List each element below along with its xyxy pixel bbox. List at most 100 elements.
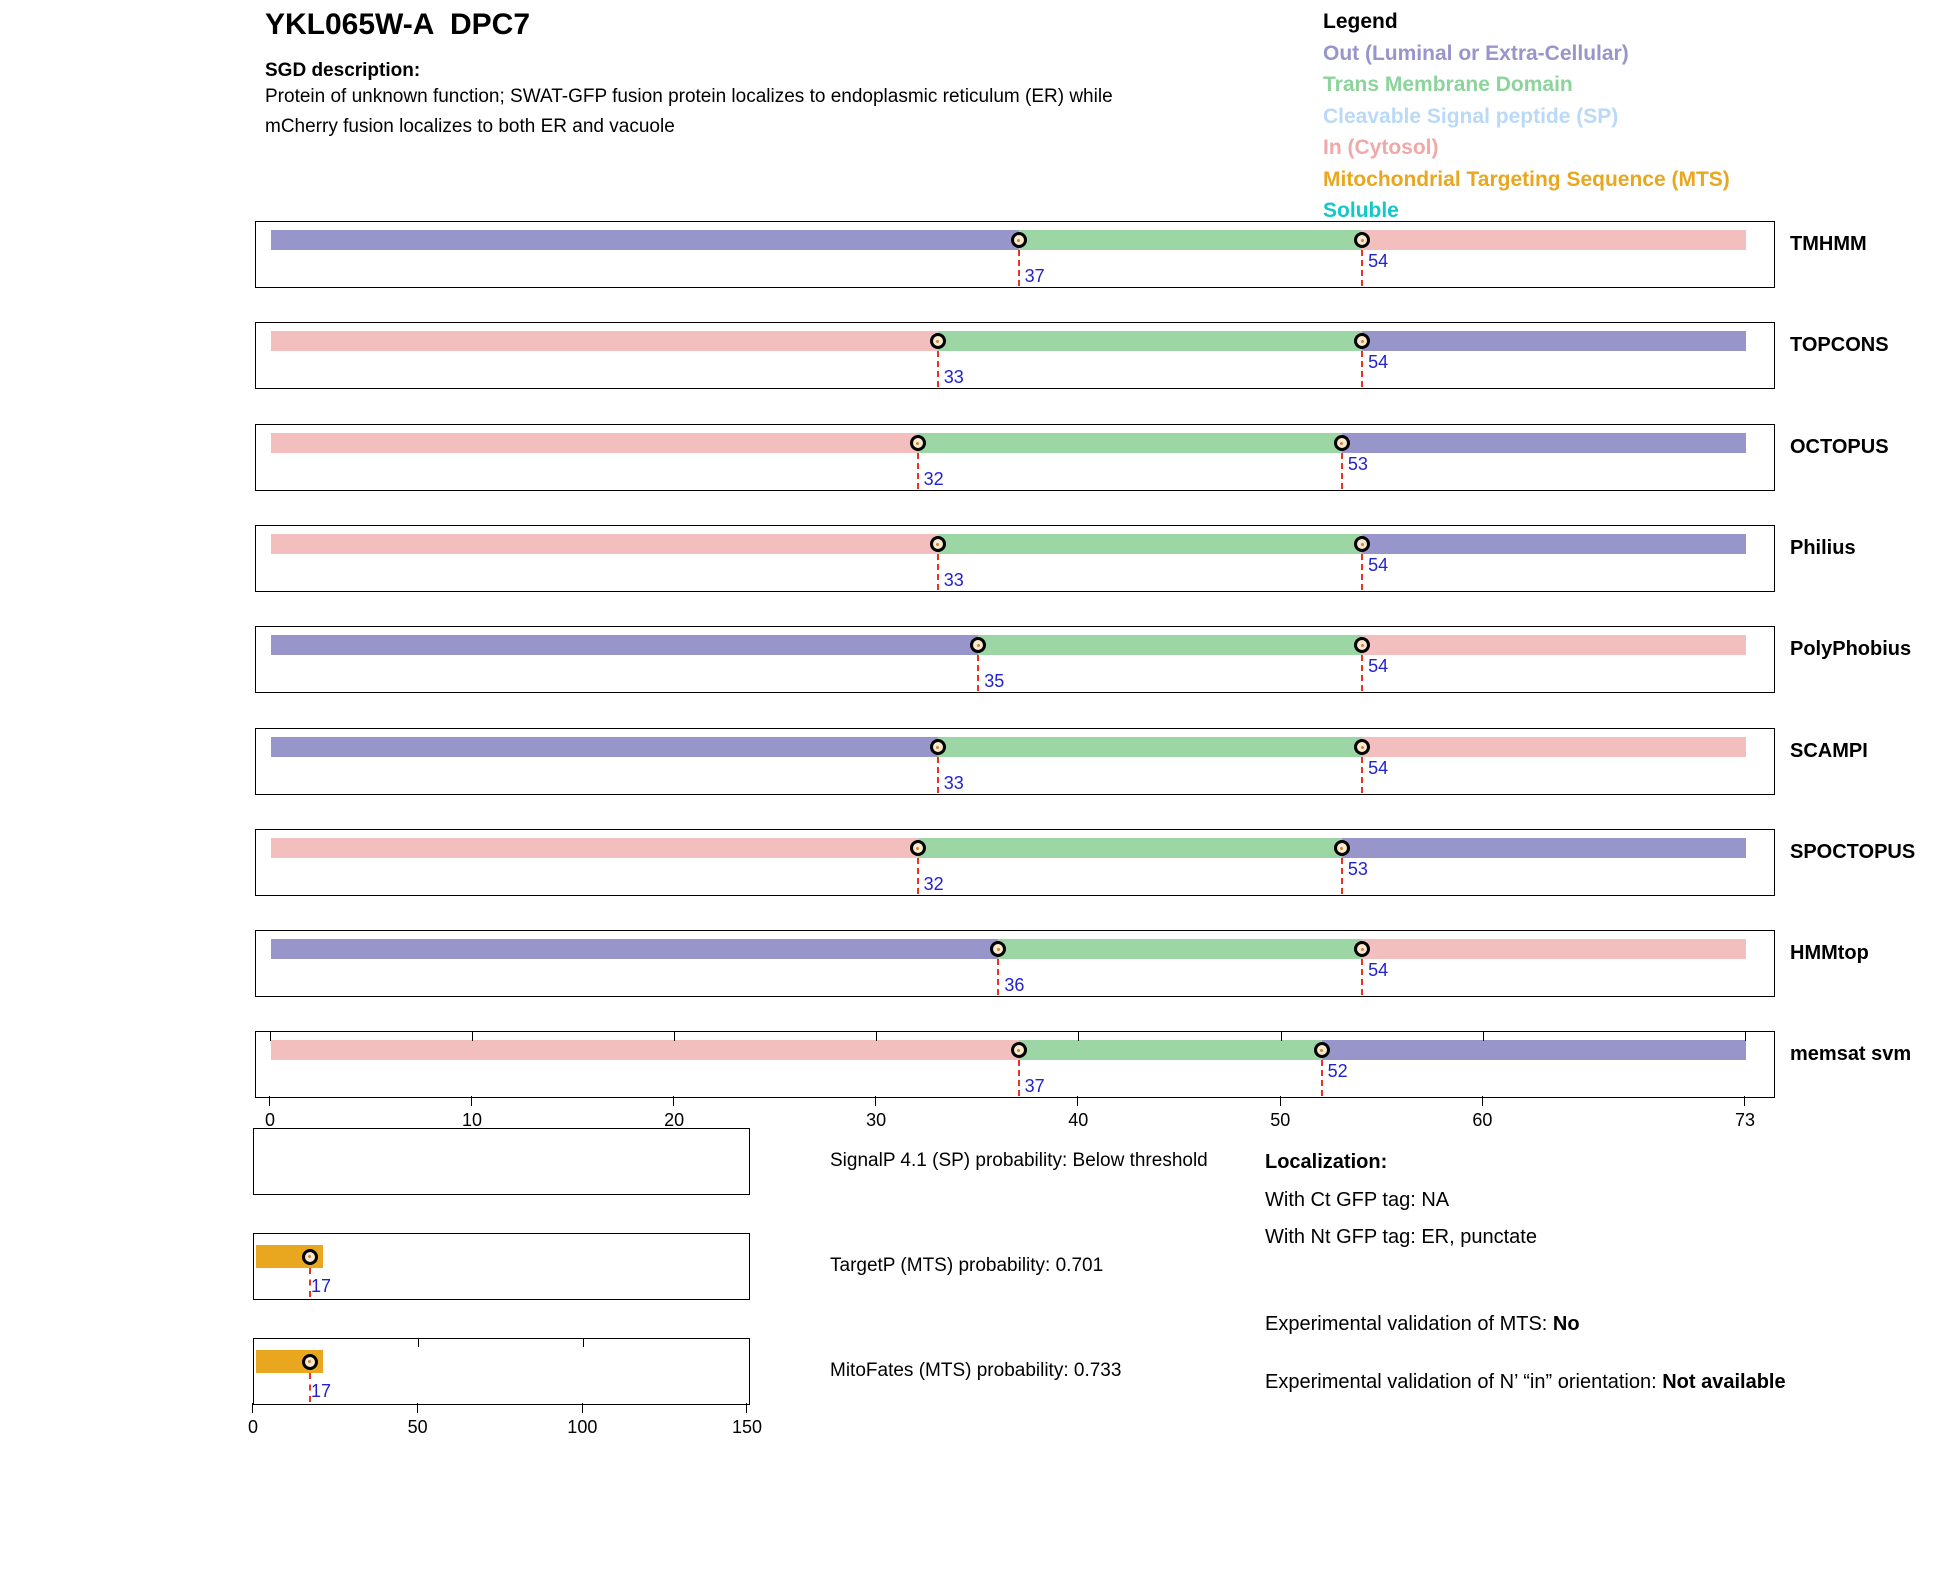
boundary-marker bbox=[990, 941, 1007, 957]
segment-in bbox=[1362, 737, 1746, 757]
track-box-topcons: 33 54 bbox=[255, 322, 1775, 389]
prob-box-2: 17 bbox=[253, 1338, 750, 1405]
segment-in bbox=[1362, 635, 1746, 655]
legend-item-soluble: Soluble bbox=[1323, 199, 1399, 222]
boundary-tick bbox=[876, 1032, 878, 1041]
boundary-marker bbox=[1354, 637, 1371, 653]
segment-out bbox=[271, 939, 999, 959]
axis-tick bbox=[1077, 1096, 1079, 1106]
boundary-marker bbox=[970, 637, 987, 653]
boundary-label: 53 bbox=[1347, 454, 1368, 474]
segment-out bbox=[271, 737, 938, 757]
boundary-label: 37 bbox=[1024, 1076, 1045, 1096]
track-name-memsat-svm: memsat svm bbox=[1790, 1043, 1912, 1065]
segment-tm bbox=[937, 331, 1363, 351]
boundary-label: 54 bbox=[1368, 656, 1389, 676]
legend-item-mts: Mitochondrial Targeting Sequence (MTS) bbox=[1323, 167, 1730, 191]
segment-in bbox=[271, 534, 938, 554]
axis-tick-label: 50 bbox=[1270, 1110, 1291, 1130]
legend-item-tm: Trans Membrane Domain bbox=[1323, 73, 1573, 96]
boundary-dash-line bbox=[936, 757, 939, 793]
segment-out bbox=[271, 635, 979, 655]
boundary-marker bbox=[929, 333, 946, 349]
boundary-marker bbox=[1333, 435, 1350, 451]
boundary-marker bbox=[1010, 1042, 1027, 1058]
axis-tick-label: 60 bbox=[1472, 1110, 1493, 1130]
boundary-label: 37 bbox=[1024, 266, 1045, 286]
boundary-label: 54 bbox=[1368, 555, 1389, 575]
track-name-topcons: TOPCONS bbox=[1790, 334, 1889, 356]
boundary-label: 54 bbox=[1368, 352, 1389, 372]
boundary-dash-line bbox=[1361, 351, 1364, 387]
axis-tick-label: 0 bbox=[264, 1110, 276, 1130]
track-box-octopus: 32 53 bbox=[255, 424, 1775, 491]
cleavage-dash-line bbox=[308, 1373, 311, 1402]
track-box-spoctopus: 32 53 bbox=[255, 829, 1775, 896]
track-name-hmmtop: HMMtop bbox=[1790, 942, 1869, 964]
boundary-tick bbox=[1745, 1032, 1747, 1041]
axis-tick bbox=[1279, 1096, 1281, 1106]
boundary-marker bbox=[1354, 941, 1371, 957]
boundary-label: 33 bbox=[943, 773, 964, 793]
prob-axis-tick-label: 0 bbox=[247, 1417, 259, 1437]
page-title: YKL065W-A DPC7 bbox=[265, 8, 531, 41]
boundary-dash-line bbox=[1340, 453, 1343, 489]
legend-title: Legend bbox=[1323, 10, 1398, 33]
orientation-validation-value: Not available bbox=[1662, 1371, 1786, 1393]
boundary-marker bbox=[1313, 1042, 1330, 1058]
boundary-marker bbox=[1333, 840, 1350, 856]
cleavage-dash-line bbox=[308, 1268, 311, 1297]
segment-tm bbox=[937, 534, 1363, 554]
axis-tick-label: 30 bbox=[866, 1110, 887, 1130]
segment-tm bbox=[937, 737, 1363, 757]
track-name-spoctopus: SPOCTOPUS bbox=[1790, 841, 1916, 863]
boundary-dash-line bbox=[1361, 757, 1364, 793]
segment-tm bbox=[978, 635, 1363, 655]
segment-tm bbox=[998, 939, 1363, 959]
track-box-polyphobius: 35 54 bbox=[255, 626, 1775, 693]
track-box-scampi: 33 54 bbox=[255, 728, 1775, 795]
segment-out bbox=[1321, 1040, 1746, 1060]
boundary-dash-line bbox=[916, 453, 919, 489]
axis-tick-label: 20 bbox=[664, 1110, 685, 1130]
boundary-dash-line bbox=[997, 959, 1000, 995]
segment-out bbox=[271, 230, 1019, 250]
track-name-tmhmm: TMHMM bbox=[1790, 233, 1867, 255]
axis-tick bbox=[1481, 1096, 1483, 1106]
legend-item-sp: Cleavable Signal peptide (SP) bbox=[1323, 104, 1619, 128]
boundary-tick bbox=[472, 1032, 474, 1041]
prob-axis-tick-label: 150 bbox=[731, 1417, 763, 1437]
boundary-marker bbox=[1010, 232, 1027, 248]
boundary-label: 54 bbox=[1368, 960, 1389, 980]
legend-item-in: In (Cytosol) bbox=[1323, 136, 1439, 159]
prob-box-1: 17 bbox=[253, 1233, 750, 1300]
localization-ct-gfp: With Ct GFP tag: NA bbox=[1265, 1189, 1450, 1211]
cleavage-marker bbox=[301, 1353, 318, 1370]
track-box-hmmtop: 36 54 bbox=[255, 930, 1775, 997]
sgd-description-label: SGD description: bbox=[265, 60, 421, 81]
boundary-dash-line bbox=[1340, 858, 1343, 894]
mts-validation-prefix: Experimental validation of MTS: bbox=[1265, 1313, 1553, 1335]
boundary-marker bbox=[1354, 333, 1371, 349]
legend-items: Out (Luminal or Extra-Cellular) Trans Mem… bbox=[1323, 38, 1730, 227]
boundary-tick bbox=[1280, 1032, 1282, 1041]
orientation-validation-prefix: Experimental validation of N’ “in” orien… bbox=[1265, 1371, 1663, 1393]
axis-tick-label: 10 bbox=[462, 1110, 483, 1130]
track-name-octopus: OCTOPUS bbox=[1790, 436, 1889, 458]
segment-out bbox=[1362, 331, 1746, 351]
prob-axis-tick-label: 100 bbox=[567, 1417, 598, 1437]
prob-box-0 bbox=[253, 1128, 750, 1195]
legend: Legend Out (Luminal or Extra-Cellular) Tr… bbox=[1323, 6, 1730, 227]
segment-out bbox=[1341, 433, 1746, 453]
boundary-tick bbox=[1078, 1032, 1080, 1041]
localization-nt-gfp: With Nt GFP tag: ER, punctate bbox=[1265, 1226, 1537, 1248]
track-box-memsat-svm: 37 52 bbox=[255, 1031, 1775, 1098]
sgd-description-text: Protein of unknown function; SWAT-GFP fu… bbox=[265, 86, 1113, 137]
boundary-dash-line bbox=[1017, 250, 1020, 286]
boundary-label: 33 bbox=[943, 367, 964, 387]
prob-axis-tick bbox=[252, 1403, 254, 1413]
cleavage-label: 17 bbox=[310, 1381, 332, 1401]
mts-validation-value: No bbox=[1552, 1313, 1580, 1335]
segment-in bbox=[1362, 939, 1746, 959]
boundary-marker bbox=[929, 536, 946, 552]
